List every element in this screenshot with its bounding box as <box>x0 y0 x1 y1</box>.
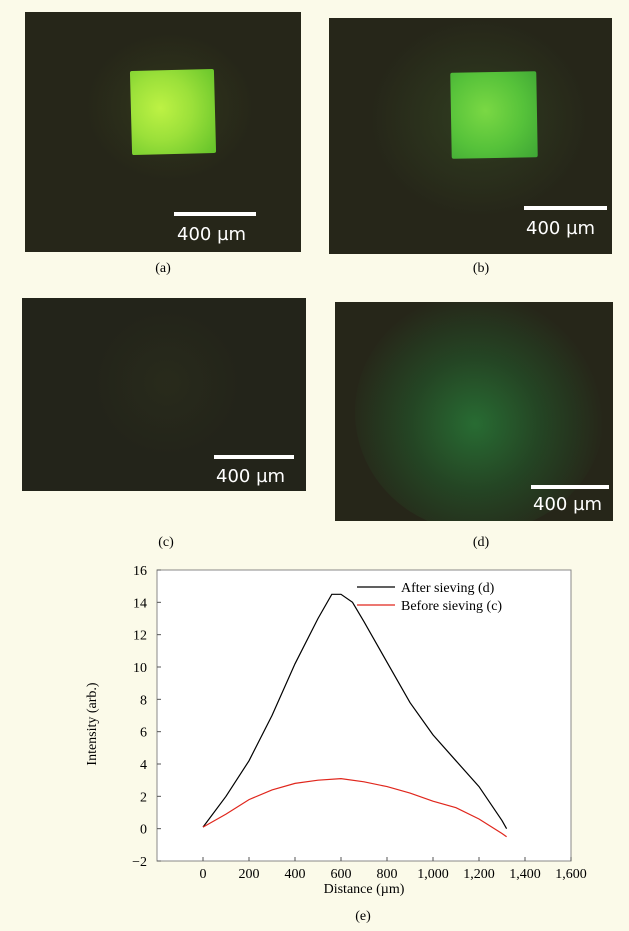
fluorescent-square-b <box>450 71 538 159</box>
chart-panel-label: (e) <box>355 909 371 924</box>
x-tick-label: 1,000 <box>417 867 449 882</box>
x-tick-label: 1,400 <box>509 867 541 882</box>
intensity-chart: 0 200 400 600 800 1,000 1,200 1,400 1,600 −2 0 2 4 6 8… <box>85 564 587 897</box>
series-line-2 <box>202 777 507 838</box>
legend-label-2: Before sieving (c) <box>401 599 502 614</box>
x-tick-label: 0 <box>200 867 207 882</box>
micrograph-b: 400 µm <box>329 18 612 254</box>
chart-legend: After sieving (d) Before sieving (c) <box>357 581 502 614</box>
scale-bar-b <box>524 206 607 210</box>
label-a: (a) <box>155 261 171 276</box>
x-tick-label: 400 <box>285 867 306 882</box>
y-tick-label: 0 <box>140 823 147 838</box>
y-tick-label: 8 <box>140 693 147 708</box>
chart-series <box>202 593 508 838</box>
label-d: (d) <box>472 535 490 550</box>
y-tick-label: −2 <box>132 855 147 870</box>
x-tick-label: 1,200 <box>463 867 495 882</box>
y-tick-label: 6 <box>140 726 147 741</box>
glow-d <box>355 302 605 521</box>
y-tick-label: 10 <box>133 661 147 676</box>
series-line-1 <box>202 593 508 829</box>
micrograph-d: 400 µm <box>335 302 613 521</box>
x-tick-label: 1,600 <box>555 867 587 882</box>
x-tick-label: 200 <box>239 867 260 882</box>
scale-bar-d <box>531 485 609 489</box>
plot-frame <box>156 569 572 862</box>
y-tick-label: 4 <box>140 758 147 773</box>
y-tick-label: 16 <box>133 564 147 579</box>
scale-text-b: 400 µm <box>526 218 596 239</box>
glow-c <box>92 308 242 458</box>
x-tick-label: 600 <box>331 867 352 882</box>
scale-text-c: 400 µm <box>216 466 286 487</box>
legend-label-1: After sieving (d) <box>401 581 495 596</box>
y-tick-label: 14 <box>133 596 147 611</box>
scale-bar-c <box>214 455 294 459</box>
micrograph-c: 400 µm <box>22 298 306 491</box>
micrograph-a: 400 µm <box>25 12 301 252</box>
fluorescent-square-a <box>129 68 217 156</box>
x-tick-label: 800 <box>377 867 398 882</box>
scale-text-a: 400 µm <box>177 224 247 245</box>
y-axis-label: Intensity (arb.) <box>85 682 100 766</box>
chart-axes: 0 200 400 600 800 1,000 1,200 1,400 1,600 −2 0 2 4 6 8… <box>132 564 587 882</box>
x-axis-label: Distance (µm) <box>324 882 405 897</box>
scale-text-d: 400 µm <box>533 494 603 515</box>
scale-bar-a <box>174 212 256 216</box>
y-tick-label: 2 <box>140 790 147 805</box>
label-c: (c) <box>158 535 174 550</box>
y-tick-label: 12 <box>133 629 147 644</box>
label-b: (b) <box>472 261 490 276</box>
